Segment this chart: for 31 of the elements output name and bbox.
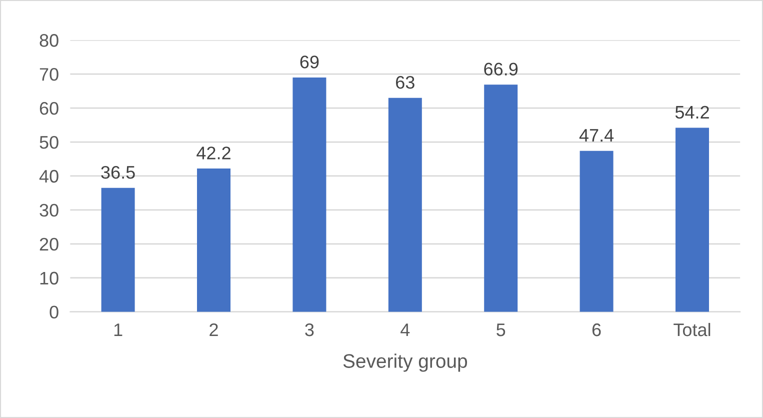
y-tick-label: 50 xyxy=(40,136,58,149)
bar xyxy=(388,98,422,312)
y-tick-label: 70 xyxy=(40,68,58,81)
bar xyxy=(676,128,710,312)
bar xyxy=(101,188,135,312)
y-tick-label: 40 xyxy=(39,170,58,183)
data-label: 47.4 xyxy=(579,129,614,142)
x-axis-title: Severity group xyxy=(343,354,468,372)
data-label: 63 xyxy=(396,76,414,89)
bar xyxy=(580,150,614,312)
data-label: 36.5 xyxy=(101,166,135,179)
x-tick-label: Total xyxy=(674,322,710,336)
x-tick-label: 2 xyxy=(210,323,218,336)
y-tick-label: 30 xyxy=(40,204,58,217)
x-tick-label: 5 xyxy=(496,324,506,336)
bar xyxy=(197,168,230,312)
data-label: 54.2 xyxy=(675,106,709,119)
x-tick-label: 6 xyxy=(592,323,601,336)
y-tick-label: 60 xyxy=(40,102,58,115)
y-tick-label: 20 xyxy=(40,238,58,251)
y-tick-label: 0 xyxy=(50,306,58,319)
data-label: 69 xyxy=(300,56,319,68)
bar xyxy=(484,84,518,312)
y-tick-label: 80 xyxy=(40,34,58,47)
bar xyxy=(292,77,326,312)
y-tick-label: 10 xyxy=(40,272,58,285)
x-tick-label: 1 xyxy=(114,324,122,336)
data-label: 42.2 xyxy=(196,146,230,160)
x-tick-label: 3 xyxy=(305,323,314,336)
data-label: 66.9 xyxy=(484,62,518,76)
x-tick-label: 4 xyxy=(400,324,410,336)
